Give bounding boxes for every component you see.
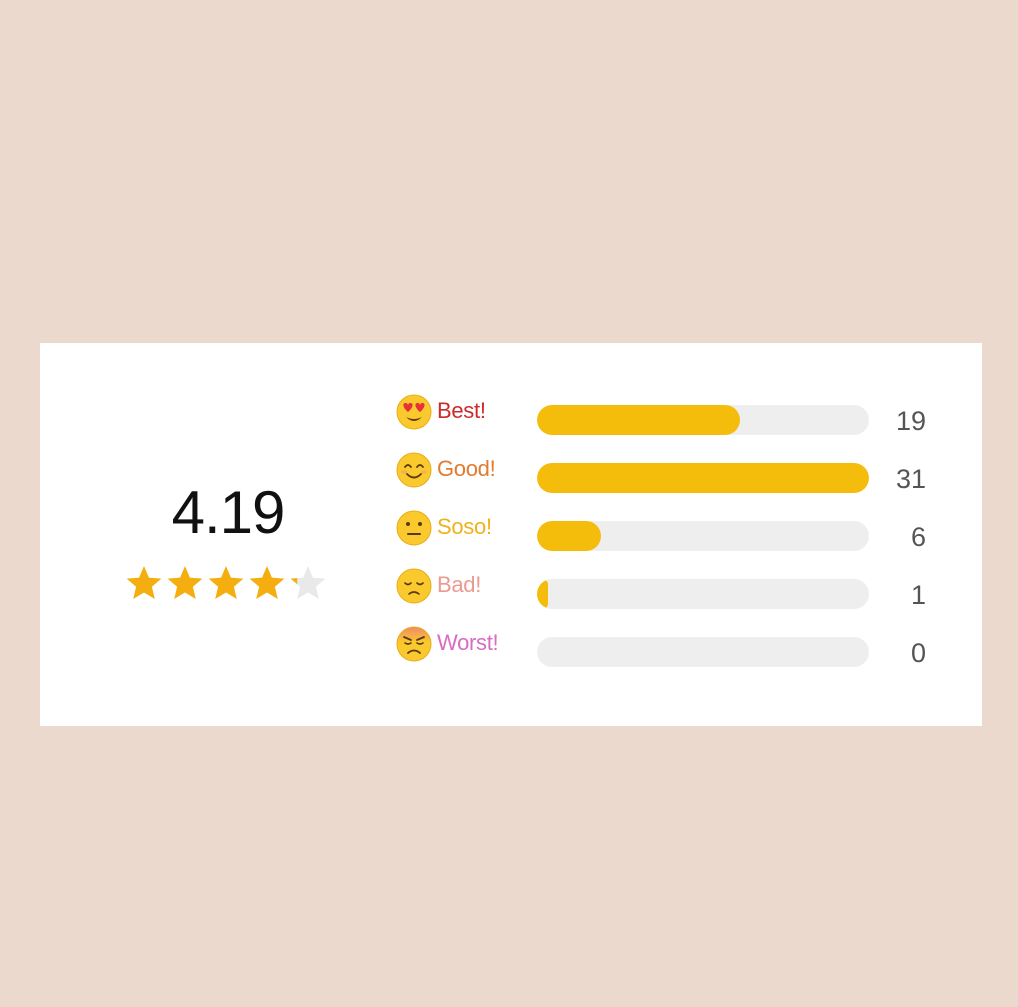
rating-row-bad: Bad! 1 xyxy=(396,563,982,621)
rating-summary-card: 4.19 Best! 19 Good! 31 Soso! 6 Bad! xyxy=(40,343,982,726)
rating-count: 19 xyxy=(895,406,926,436)
rating-bar-fill xyxy=(537,463,869,493)
average-score: 4.19 xyxy=(171,479,286,546)
rating-count: 0 xyxy=(910,638,926,668)
rating-bar-track xyxy=(537,637,869,667)
rating-row-best: Best! 19 xyxy=(396,389,982,447)
rating-count: 1 xyxy=(910,580,926,610)
angry-emoji-icon xyxy=(396,626,432,662)
rating-bar-track xyxy=(537,579,869,609)
star-icon xyxy=(166,563,204,603)
heart-eyes-emoji-icon xyxy=(396,394,432,430)
rating-label: Best! xyxy=(437,398,486,423)
rating-row-good: Good! 31 xyxy=(396,447,982,505)
rating-bar-fill xyxy=(537,579,548,609)
sad-emoji-icon xyxy=(396,568,432,604)
rating-count: 31 xyxy=(895,464,926,494)
rating-bar-track xyxy=(537,521,869,551)
smiling-emoji-icon xyxy=(396,452,432,488)
partial-star-icon xyxy=(289,563,327,603)
rating-row-soso: Soso! 6 xyxy=(396,505,982,563)
rating-bar-track xyxy=(537,405,869,435)
star-rating xyxy=(125,563,327,603)
neutral-emoji-icon xyxy=(396,510,432,546)
star-icon xyxy=(207,563,245,603)
rating-label: Worst! xyxy=(437,630,499,655)
star-icon xyxy=(248,563,286,603)
rating-label: Soso! xyxy=(437,514,492,539)
rating-bar-fill xyxy=(537,405,741,435)
rating-bar-track xyxy=(537,463,869,493)
rating-label: Good! xyxy=(437,456,496,481)
rating-row-worst: Worst! 0 xyxy=(396,621,982,679)
star-icon xyxy=(125,563,163,603)
rating-breakdown: Best! 19 Good! 31 Soso! 6 Bad! 1 Worst! … xyxy=(396,389,982,679)
rating-bar-fill xyxy=(537,521,602,551)
rating-label: Bad! xyxy=(437,572,482,597)
rating-count: 6 xyxy=(910,522,926,552)
